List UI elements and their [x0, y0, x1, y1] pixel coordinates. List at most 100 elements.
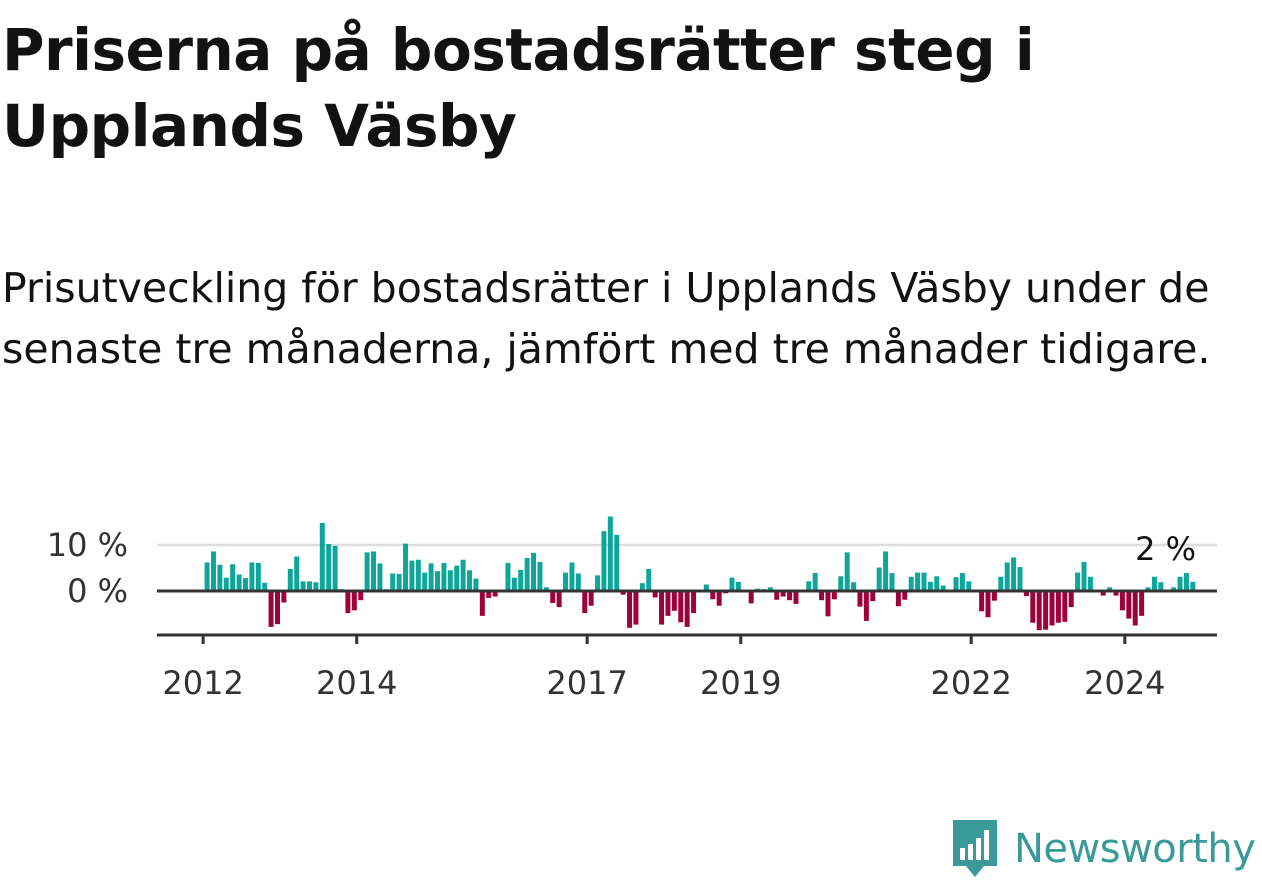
bar-positive — [729, 577, 735, 591]
bar-positive — [940, 585, 946, 591]
bar-positive — [1107, 587, 1113, 591]
bar-negative — [780, 591, 786, 597]
bar-negative — [620, 591, 626, 595]
bar-positive — [428, 563, 434, 591]
bar-negative — [1036, 591, 1042, 631]
bar-positive — [838, 576, 844, 591]
bar-negative — [659, 591, 665, 625]
bar-negative — [1139, 591, 1145, 616]
bar-positive — [204, 562, 210, 591]
bar-negative — [870, 591, 876, 602]
bar-positive — [364, 552, 370, 591]
x-tick-label: 2024 — [1084, 664, 1165, 702]
chart-subtitle: Prisutveckling för bostadsrätter i Uppla… — [2, 264, 1211, 373]
bar-positive — [543, 587, 549, 591]
bars-layer — [204, 516, 1196, 631]
bar-positive — [243, 578, 248, 591]
bar-positive — [735, 581, 741, 591]
bar-positive — [1075, 572, 1081, 591]
bar-negative — [268, 591, 274, 627]
bar-positive — [575, 573, 581, 591]
bar-positive — [371, 551, 377, 591]
bar-positive — [403, 543, 409, 591]
bar-positive — [505, 562, 511, 591]
bar-positive — [1004, 562, 1010, 591]
bar-negative — [1126, 591, 1132, 619]
bar-positive — [959, 573, 965, 591]
bar-positive — [806, 581, 812, 591]
bar-negative — [582, 591, 588, 614]
bar-negative — [1113, 591, 1119, 596]
bar-positive — [639, 583, 645, 591]
bar-positive — [409, 560, 415, 591]
bar-negative — [793, 591, 799, 604]
bar-positive — [908, 576, 914, 591]
bar-positive — [1087, 576, 1093, 591]
bar-negative — [857, 591, 863, 607]
bar-positive — [441, 562, 447, 591]
bar-positive — [851, 582, 857, 591]
bar-positive — [223, 577, 229, 591]
bar-negative — [895, 591, 901, 607]
bar-negative — [748, 591, 754, 604]
brand-name: Newsworthy — [1014, 826, 1256, 872]
bar-positive — [812, 573, 818, 591]
bar-negative — [633, 591, 639, 625]
bar-negative — [358, 591, 364, 601]
bar-negative — [486, 591, 492, 598]
bar-negative — [1055, 591, 1061, 623]
bar-positive — [703, 584, 709, 591]
bar-positive — [230, 564, 236, 591]
bar-negative — [550, 591, 556, 603]
bar-positive — [447, 570, 453, 591]
bar-positive — [889, 573, 895, 591]
bar-positive — [614, 534, 620, 591]
bar-negative — [831, 591, 837, 600]
bar-negative — [902, 591, 908, 600]
bar-negative — [1068, 591, 1074, 608]
x-tick-label: 2017 — [546, 664, 627, 702]
bar-positive — [287, 568, 293, 591]
bar-negative — [825, 591, 831, 617]
bar-positive — [294, 556, 300, 591]
x-tick-label: 2014 — [316, 664, 397, 702]
newsworthy-logo-icon — [953, 820, 997, 877]
bar-positive — [422, 572, 428, 591]
y-tick-label: 0 % — [67, 572, 128, 610]
bar-negative — [588, 591, 594, 606]
bar-positive — [844, 552, 850, 591]
bar-positive — [966, 581, 972, 591]
bar-positive — [934, 576, 940, 591]
chart-title: Priserna på bostadsrätter steg i Uppland… — [2, 16, 1035, 160]
bar-positive — [524, 557, 530, 591]
bar-positive — [435, 571, 441, 591]
bar-positive — [249, 562, 255, 591]
bar-positive — [332, 545, 338, 591]
bar-positive — [1145, 587, 1151, 591]
bar-negative — [985, 591, 991, 618]
x-tick-label: 2022 — [930, 664, 1011, 702]
bar-negative — [819, 591, 825, 601]
bar-negative — [787, 591, 793, 601]
bar-positive — [646, 568, 652, 591]
bar-positive — [390, 573, 396, 591]
bar-positive — [236, 574, 242, 591]
bar-positive — [300, 581, 306, 591]
bar-positive — [326, 544, 332, 591]
bar-negative — [1043, 591, 1049, 630]
bar-positive — [210, 551, 216, 591]
bar-positive — [396, 573, 402, 591]
bar-positive — [454, 565, 460, 591]
bar-positive — [563, 572, 569, 591]
bar-negative — [652, 591, 658, 598]
y-tick-label: 10 % — [47, 526, 128, 564]
bar-positive — [537, 562, 543, 591]
bar-negative — [710, 591, 716, 600]
bar-positive — [1171, 587, 1177, 591]
bar-positive — [467, 570, 473, 591]
bar-positive — [1190, 581, 1196, 591]
bar-positive — [511, 577, 517, 591]
bar-positive — [1081, 562, 1087, 591]
bar-positive — [217, 564, 223, 591]
bar-positive — [415, 559, 421, 591]
